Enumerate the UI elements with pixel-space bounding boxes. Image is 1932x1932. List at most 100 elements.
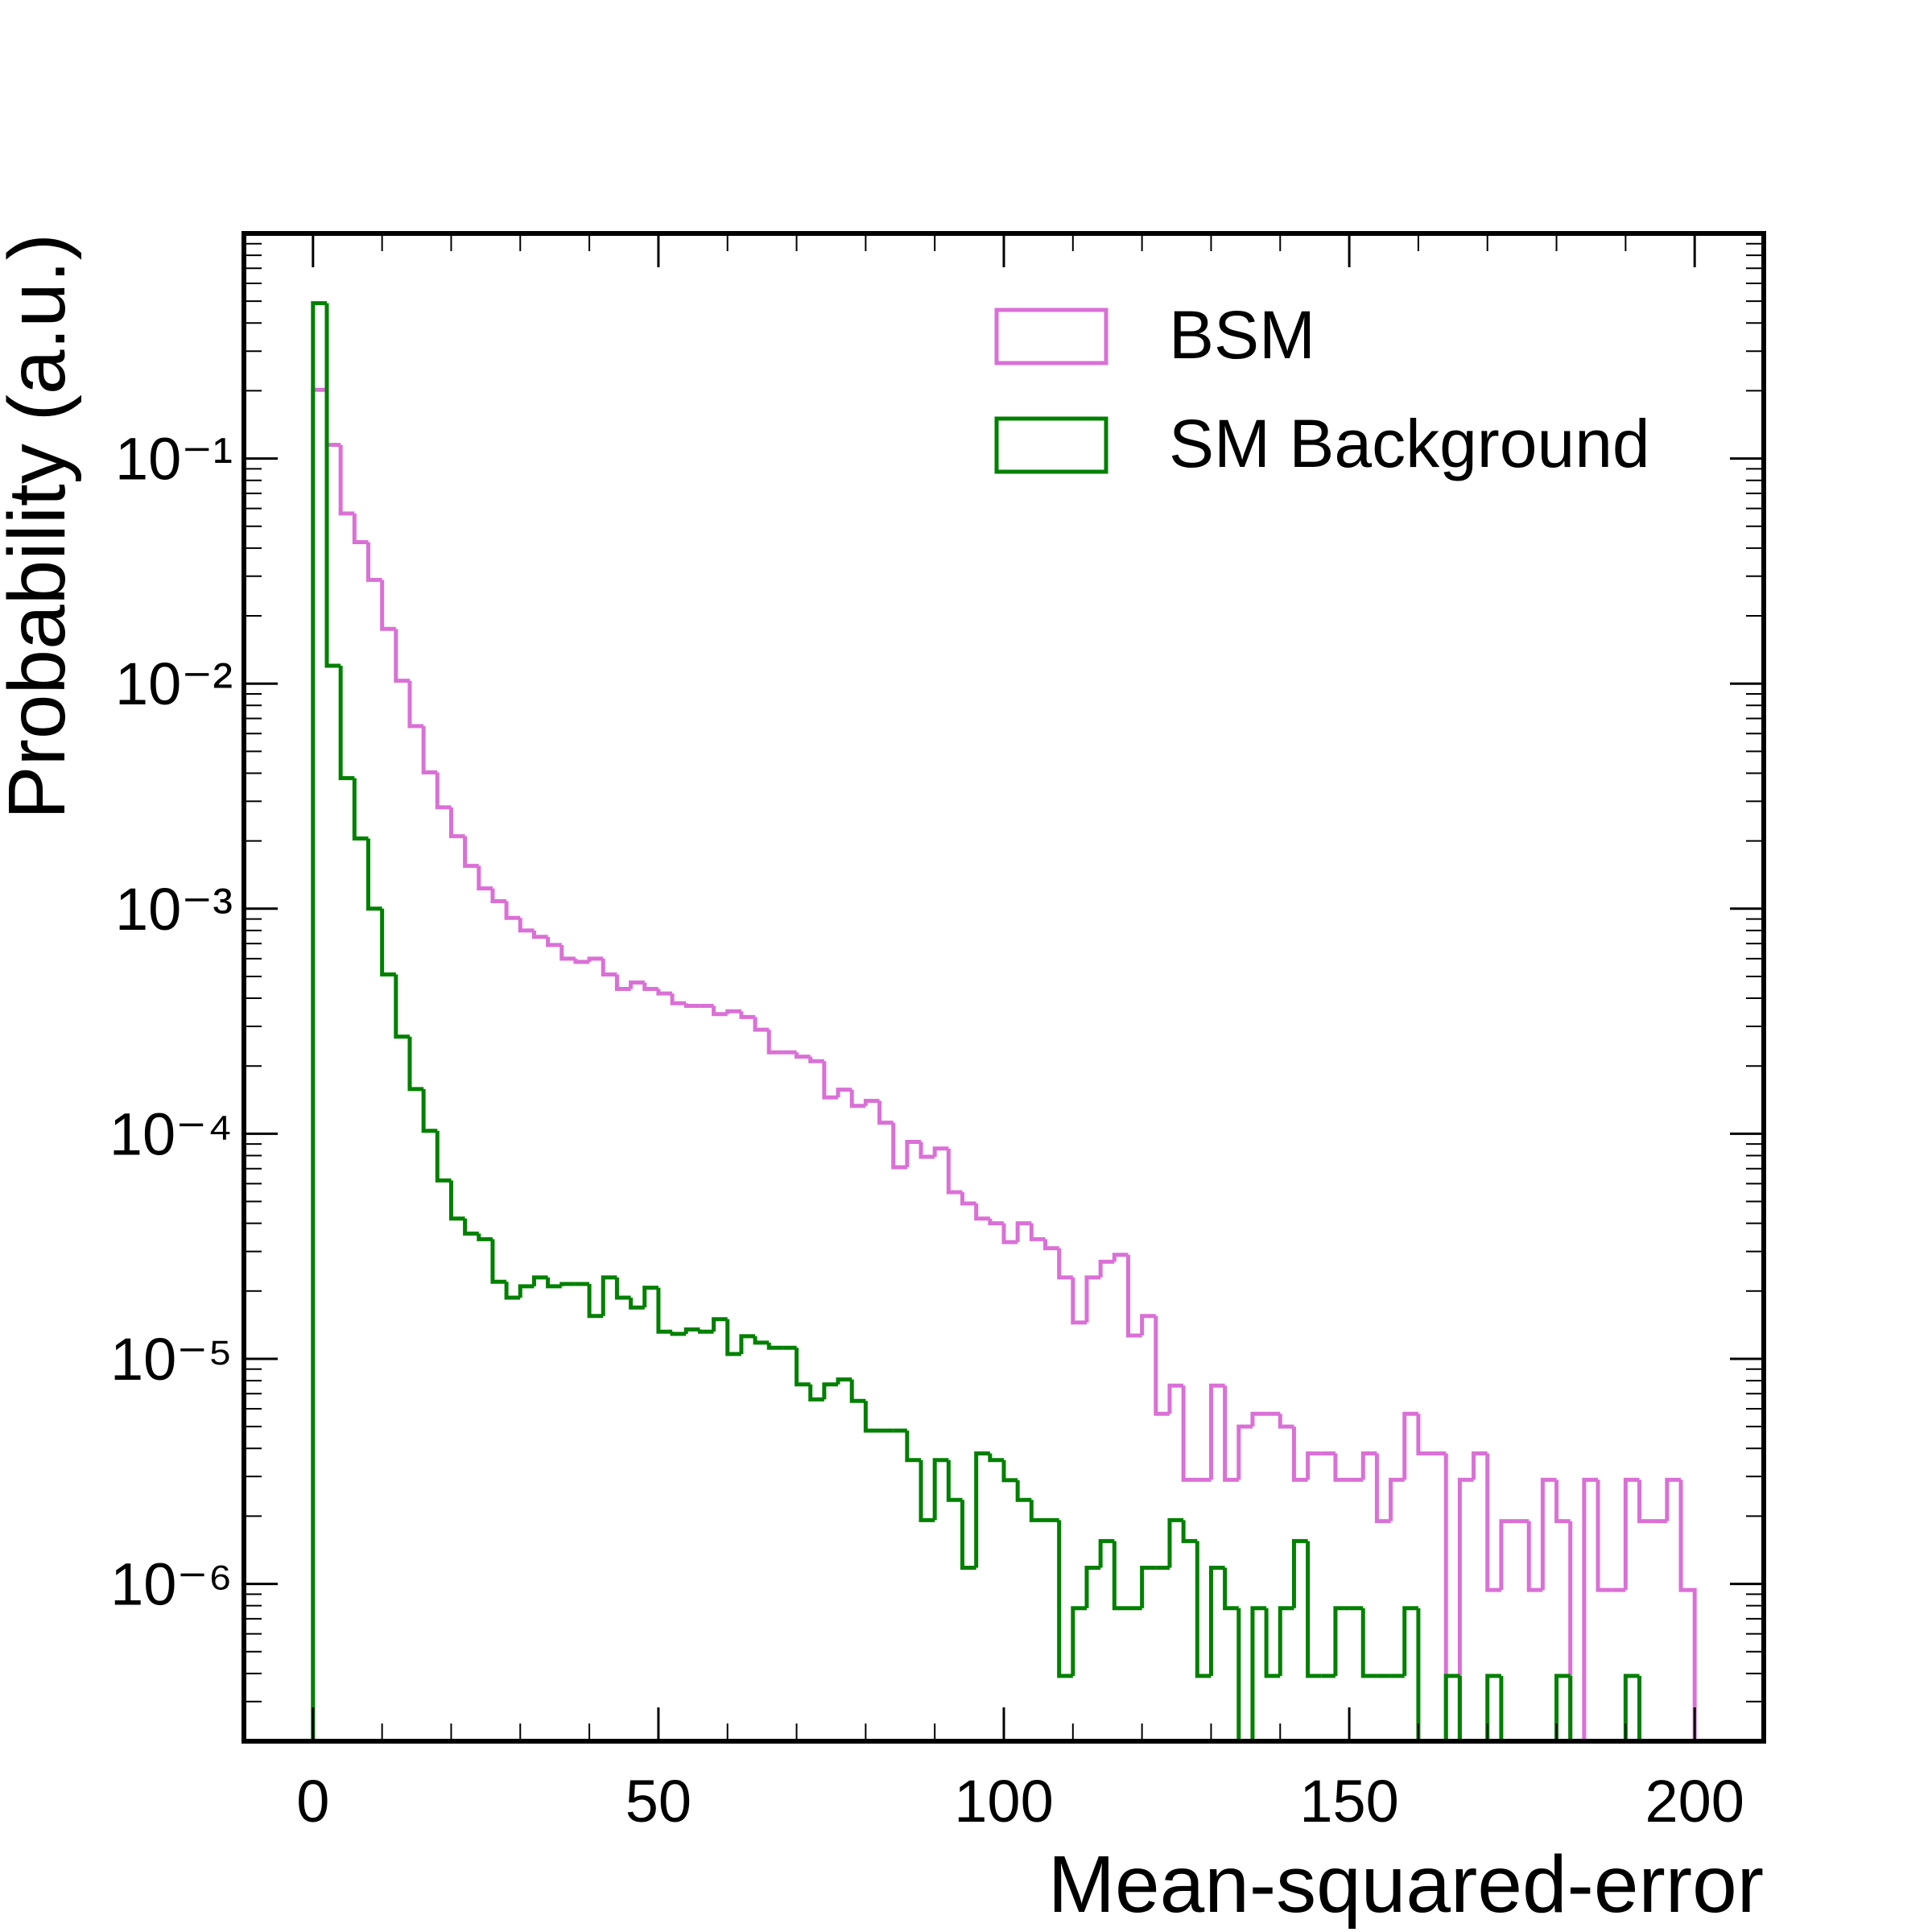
histogram-step [559, 1282, 576, 1286]
x-tick-label: 100 [954, 1768, 1053, 1835]
histogram-step [946, 1459, 963, 1502]
histogram-step [518, 918, 535, 933]
x-axis-title: Mean-squared-error [1048, 1839, 1764, 1930]
histogram-step [1568, 1521, 1573, 1741]
histogram-step [559, 944, 576, 961]
histogram-step [546, 1277, 562, 1289]
histogram-step [905, 1140, 922, 1167]
histogram-step [656, 989, 673, 996]
histogram-step [1374, 1453, 1391, 1524]
histogram-step [919, 1459, 935, 1522]
histogram-step [1015, 1480, 1032, 1502]
histogram-step [1181, 1385, 1198, 1482]
histogram-step [1167, 1517, 1184, 1568]
histogram-step [988, 1218, 1004, 1226]
histogram-step [822, 1061, 839, 1100]
histogram-step [490, 888, 507, 903]
histogram-step [1084, 1275, 1101, 1323]
histogram-step [712, 1317, 728, 1332]
histogram-step [1526, 1521, 1543, 1592]
histogram-step [1125, 1254, 1142, 1338]
histogram-step [463, 836, 479, 869]
histogram-step [324, 390, 341, 448]
histogram-step [863, 1401, 880, 1433]
legend-label: SM Background [1169, 406, 1650, 481]
y-tick-label: 10⁻¹ [115, 426, 233, 493]
plot-frame [242, 231, 1766, 1744]
histogram-step [712, 1005, 728, 1017]
histogram-step [1457, 1477, 1474, 1741]
histogram-step [1596, 1480, 1612, 1592]
histogram-step [338, 444, 355, 516]
histogram-step [573, 958, 590, 964]
histogram-step [407, 680, 424, 729]
histogram-step [836, 1377, 852, 1385]
histogram-step [766, 1030, 783, 1055]
histogram-step [1485, 1453, 1501, 1592]
plot-area [311, 301, 1697, 1741]
histogram-step [1181, 1520, 1198, 1543]
histogram-step [932, 1146, 949, 1157]
histogram-step [1402, 1606, 1418, 1676]
histogram-step [1582, 1477, 1599, 1741]
histogram-step [656, 1287, 673, 1334]
histogram-step [504, 1282, 521, 1300]
histogram-step [380, 908, 396, 977]
histogram-step [988, 1453, 1004, 1463]
histogram-step [683, 1003, 700, 1009]
histogram-step [421, 1088, 438, 1133]
histogram-step [642, 1286, 658, 1308]
histogram-step [1250, 1411, 1267, 1427]
histogram-step [739, 1011, 756, 1019]
histogram-step [1140, 1565, 1156, 1608]
histogram-step [1554, 1674, 1571, 1741]
histogram-step [365, 838, 382, 911]
histogram-step [435, 772, 452, 810]
histogram-step [1678, 1480, 1697, 1741]
histogram-step [960, 1191, 976, 1206]
histogram-step [1098, 1538, 1115, 1568]
histogram-step [614, 974, 631, 991]
histogram-step [1389, 1477, 1405, 1521]
histogram-step [822, 1382, 839, 1400]
y-tick-label: 10⁻⁶ [110, 1551, 233, 1618]
legend-swatch [994, 308, 1108, 365]
x-tick-label: 200 [1645, 1768, 1744, 1835]
histogram-step [1042, 1239, 1059, 1251]
histogram-step [394, 974, 410, 1039]
histogram-step [352, 513, 369, 544]
y-tick-label: 10⁻² [115, 650, 233, 717]
histogram-step [1402, 1411, 1418, 1480]
histogram-step [1223, 1385, 1239, 1482]
histogram-step [1071, 1606, 1087, 1676]
histogram-step [1637, 1480, 1653, 1524]
histogram-step [601, 958, 617, 977]
histogram-step [725, 1009, 741, 1014]
histogram-step [518, 1284, 535, 1298]
legend-label: BSM [1169, 297, 1315, 373]
histogram-step [311, 301, 327, 1741]
histogram-step [531, 930, 548, 939]
histogram-step [1112, 1541, 1129, 1611]
histogram-step [1554, 1480, 1571, 1524]
histogram-step [1167, 1383, 1184, 1414]
histogram-step [1333, 1606, 1350, 1676]
histogram-step [1071, 1277, 1087, 1325]
histogram-step [1084, 1565, 1101, 1608]
histogram-step [1443, 1674, 1460, 1741]
histogram-step [877, 1100, 894, 1125]
histogram-step [795, 1348, 811, 1387]
histogram-step [504, 901, 521, 920]
histogram-step [697, 1329, 714, 1334]
histogram-step [1140, 1314, 1156, 1335]
histogram-step [1333, 1453, 1350, 1482]
histogram-step [1015, 1221, 1032, 1242]
y-tick-label: 10⁻⁴ [109, 1100, 233, 1167]
histogram-step [587, 1284, 604, 1319]
histogram-step [1485, 1674, 1501, 1741]
histogram-step [808, 1056, 824, 1063]
histogram-step [1540, 1477, 1557, 1591]
histogram-step [448, 807, 465, 839]
histogram-step [1568, 1675, 1573, 1741]
